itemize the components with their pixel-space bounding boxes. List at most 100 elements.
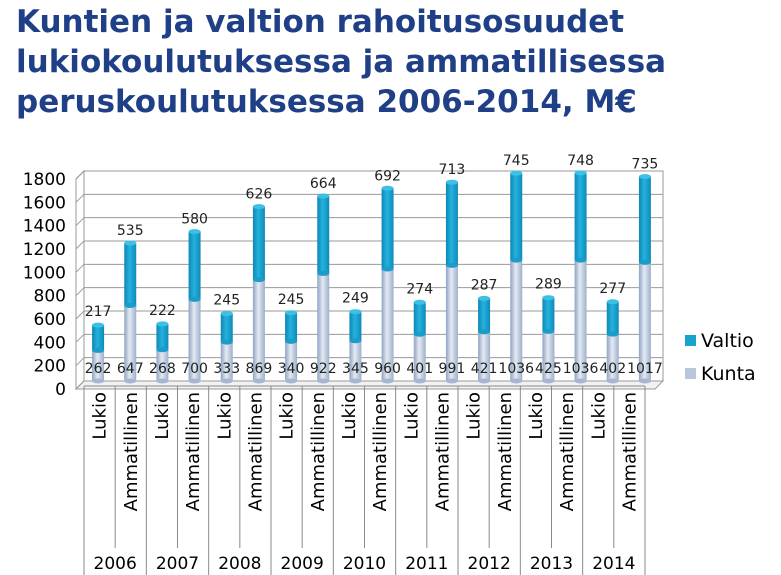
x-category-label: Lukio [152, 392, 173, 440]
bar-kunta [156, 349, 169, 381]
gridline-side [75, 170, 85, 180]
bar-kunta [188, 299, 201, 381]
bar-valtio-base [413, 331, 426, 337]
x-category-label: Ammatillinen [245, 392, 266, 511]
gridline-side [75, 240, 85, 250]
bar-top [606, 299, 619, 305]
bar-kunta [317, 273, 330, 381]
bar-stack [220, 311, 233, 384]
x-category-label: Ammatillinen [619, 392, 640, 511]
bar-valtio-base [317, 270, 330, 276]
data-label-kunta: 401 [406, 361, 433, 377]
x-category-label: Lukio [401, 392, 422, 440]
x-category-label: Ammatillinen [495, 392, 516, 511]
chart-title: Kuntien ja valtion rahoitusosuudet lukio… [16, 2, 776, 122]
y-tick-label: 1000 [23, 263, 66, 283]
x-category-label: Lukio [339, 392, 360, 440]
bar-valtio [92, 325, 105, 351]
bar-top [542, 295, 555, 301]
data-label-kunta: 922 [310, 361, 337, 377]
bar-valtio [478, 298, 491, 332]
data-label-valtio: 580 [181, 212, 208, 228]
bar-top [381, 185, 394, 191]
bar-stack [156, 321, 169, 384]
bar-stack [188, 229, 201, 384]
data-label-valtio: 745 [503, 153, 530, 169]
bar-valtio-base [285, 338, 298, 344]
bar-stack [349, 309, 362, 384]
x-category-label: Lukio [464, 392, 485, 440]
legend-swatch [685, 335, 696, 346]
bar-top [124, 240, 137, 246]
data-label-valtio: 287 [471, 277, 498, 293]
bar-kunta-base [188, 378, 201, 384]
data-label-kunta: 268 [149, 361, 176, 377]
data-label-valtio: 289 [535, 277, 562, 293]
y-tick-label: 600 [34, 310, 66, 330]
bar-kunta-base [124, 378, 137, 384]
bar-valtio-base [381, 266, 394, 272]
bar-valtio [285, 312, 298, 342]
legend-item: Kunta [685, 363, 756, 385]
bar-kunta [638, 262, 651, 381]
gridline-side [75, 380, 85, 390]
bar-valtio-base [349, 338, 362, 344]
bar-stack [638, 174, 651, 384]
bar-kunta-base [317, 378, 330, 384]
bar-valtio [510, 173, 523, 261]
x-category-label: Ammatillinen [308, 392, 329, 511]
y-tick-label: 1800 [23, 170, 66, 190]
bar-kunta [510, 260, 523, 381]
data-label-kunta: 425 [535, 361, 562, 377]
bar-kunta [574, 260, 587, 381]
data-label-valtio: 535 [117, 223, 144, 239]
x-category-label: Ammatillinen [121, 392, 142, 511]
x-year-label: 2014 [592, 554, 635, 574]
bar-kunta-base [638, 378, 651, 384]
gridline-side [75, 263, 85, 273]
bar-top [252, 204, 265, 210]
bar-kunta-base [445, 378, 458, 384]
bar-top [478, 295, 491, 301]
x-category-label: Ammatillinen [370, 392, 391, 511]
x-category-label: Ammatillinen [557, 392, 578, 511]
bar-top [510, 170, 523, 176]
bar-valtio [413, 302, 426, 335]
bar-top [413, 299, 426, 305]
legend-label: Valtio [701, 330, 754, 352]
bar-kunta-base [606, 378, 619, 384]
x-category-label: Lukio [277, 392, 298, 440]
x-category-label: Ammatillinen [183, 392, 204, 511]
bar-valtio-base [510, 257, 523, 263]
bar-valtio-base [542, 328, 555, 334]
bar-kunta [413, 334, 426, 381]
bar-kunta [478, 331, 491, 381]
y-tick-label: 800 [34, 287, 66, 307]
bar-stack [413, 299, 426, 384]
x-year-label: 2013 [530, 554, 573, 574]
bar-stack [381, 185, 394, 384]
legend-item: Valtio [685, 330, 754, 352]
bar-top [220, 311, 233, 317]
bar-valtio [542, 297, 555, 332]
bar-valtio [606, 301, 619, 335]
bar-kunta-base [285, 378, 298, 384]
data-label-kunta: 991 [439, 361, 466, 377]
x-year-label: 2009 [281, 554, 324, 574]
y-tick-label: 1600 [23, 193, 66, 213]
x-category-label: Lukio [588, 392, 609, 440]
bar-kunta [445, 265, 458, 381]
data-label-valtio: 713 [439, 162, 466, 178]
data-label-valtio: 222 [149, 303, 176, 319]
bar-top [349, 309, 362, 315]
data-label-kunta: 647 [117, 361, 144, 377]
data-label-kunta: 1017 [627, 361, 663, 377]
bar-top [188, 229, 201, 235]
bar-valtio-base [252, 277, 265, 283]
gridline-side [75, 193, 85, 203]
bar-kunta-base [349, 378, 362, 384]
bar-valtio [124, 243, 137, 306]
bar-kunta [285, 341, 298, 381]
bar-valtio-base [188, 296, 201, 302]
